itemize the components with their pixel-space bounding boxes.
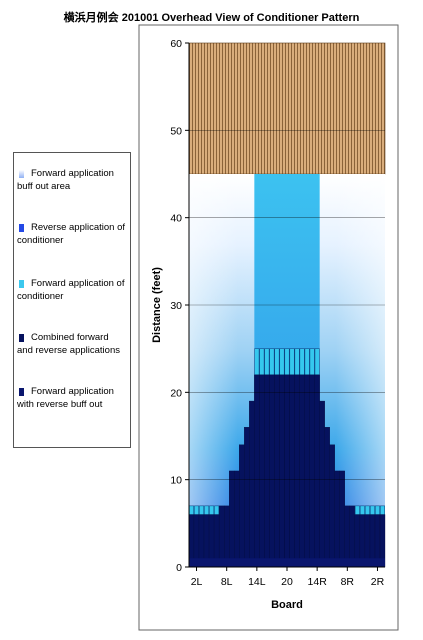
axes: 0 10 20 30 40 50 60 2L 8L 14L 20 14R 8R 2R Board Distan… <box>151 38 385 611</box>
y-tick-label: 60 <box>170 38 182 50</box>
combined-bar <box>264 374 270 568</box>
combined-bar <box>294 374 300 568</box>
forward-application-cap <box>359 505 365 515</box>
forward-application-cap <box>214 505 220 515</box>
combined-bar <box>224 505 230 568</box>
oil-free-region <box>188 42 386 175</box>
legend-label: Forward application of conditioner <box>17 278 125 302</box>
combined-bar <box>254 374 260 568</box>
forward-application-cap <box>254 348 260 376</box>
forward-application-cap <box>380 505 385 515</box>
x-tick-label: 2L <box>191 576 203 588</box>
forward-application-cap <box>364 505 370 515</box>
combined-bar <box>239 444 245 568</box>
x-tick-label: 14L <box>248 576 266 588</box>
legend: Forward application buff out area Reverse… <box>13 152 131 448</box>
combined-bar <box>259 374 265 568</box>
combined-bar <box>304 374 310 568</box>
combined-bar <box>314 374 320 568</box>
forward-application-cap <box>269 348 275 376</box>
forward-application-cap <box>204 505 210 515</box>
combined-bar <box>349 505 356 568</box>
forward-application-cap <box>374 505 380 515</box>
plot-frame <box>138 24 399 631</box>
legend-swatch <box>19 388 24 396</box>
x-axis-title: Board <box>271 599 303 611</box>
y-tick-label: 20 <box>170 387 182 399</box>
combined-bar <box>249 400 255 568</box>
legend-label: Forward application with reverse buff ou… <box>17 386 114 410</box>
combined-bar <box>244 427 250 568</box>
forward-application-cap <box>274 348 280 376</box>
forward-application-cap <box>259 348 265 376</box>
y-axis-title: Distance (feet) <box>151 267 163 343</box>
legend-swatch <box>19 280 24 288</box>
combined-bar <box>279 374 285 568</box>
combined-bar <box>319 400 325 568</box>
combined-bar <box>334 470 340 568</box>
combined-bar <box>269 374 275 568</box>
y-tick-label: 10 <box>170 475 182 487</box>
forward-application-cap <box>299 348 305 376</box>
reverse-buff-out-stripe <box>189 558 385 567</box>
forward-application-cap <box>199 505 205 515</box>
combined-bar <box>274 374 280 568</box>
plot-area <box>188 42 386 568</box>
x-tick-label: 8R <box>341 576 355 588</box>
combined-bar <box>229 470 235 568</box>
legend-label: Forward application buff out area <box>17 168 114 192</box>
forward-application-cap <box>189 505 194 515</box>
forward-application-cap <box>264 348 270 376</box>
combined-bar <box>299 374 305 568</box>
combined-bar <box>324 427 330 568</box>
x-tick-label: 20 <box>281 576 293 588</box>
combined-bar <box>234 470 240 568</box>
forward-application-cap <box>289 348 295 376</box>
forward-application-cap <box>284 348 290 376</box>
forward-application-cap <box>194 505 200 515</box>
y-tick-label: 30 <box>170 300 182 312</box>
x-tick-label: 8L <box>221 576 233 588</box>
chart-title: 横浜月例会 201001 Overhead View of Conditione… <box>63 12 360 24</box>
combined-bar <box>289 374 295 568</box>
combined-bar <box>339 470 345 568</box>
combined-bar <box>329 444 335 568</box>
x-tick-label: 2R <box>371 576 385 588</box>
forward-application-cap <box>304 348 310 376</box>
forward-application-cap <box>279 348 285 376</box>
combined-bar <box>218 505 225 568</box>
legend-swatch <box>19 170 24 178</box>
forward-application-cap <box>354 505 360 515</box>
y-tick-label: 50 <box>170 125 182 137</box>
forward-application-cap <box>294 348 300 376</box>
forward-application-cap <box>314 348 320 376</box>
legend-swatch <box>19 224 24 232</box>
combined-bar <box>284 374 290 568</box>
forward-application-cap <box>369 505 375 515</box>
combined-bar <box>309 374 315 568</box>
legend-label: Combined forward and reverse application… <box>17 332 120 356</box>
y-tick-label: 0 <box>176 562 182 574</box>
y-tick-label: 40 <box>170 213 182 225</box>
x-tick-label: 14R <box>308 576 328 588</box>
combined-bar <box>344 505 350 568</box>
forward-application-cap <box>309 348 315 376</box>
legend-label: Reverse application of conditioner <box>17 222 125 246</box>
legend-swatch <box>19 334 24 342</box>
forward-application-cap <box>209 505 215 515</box>
